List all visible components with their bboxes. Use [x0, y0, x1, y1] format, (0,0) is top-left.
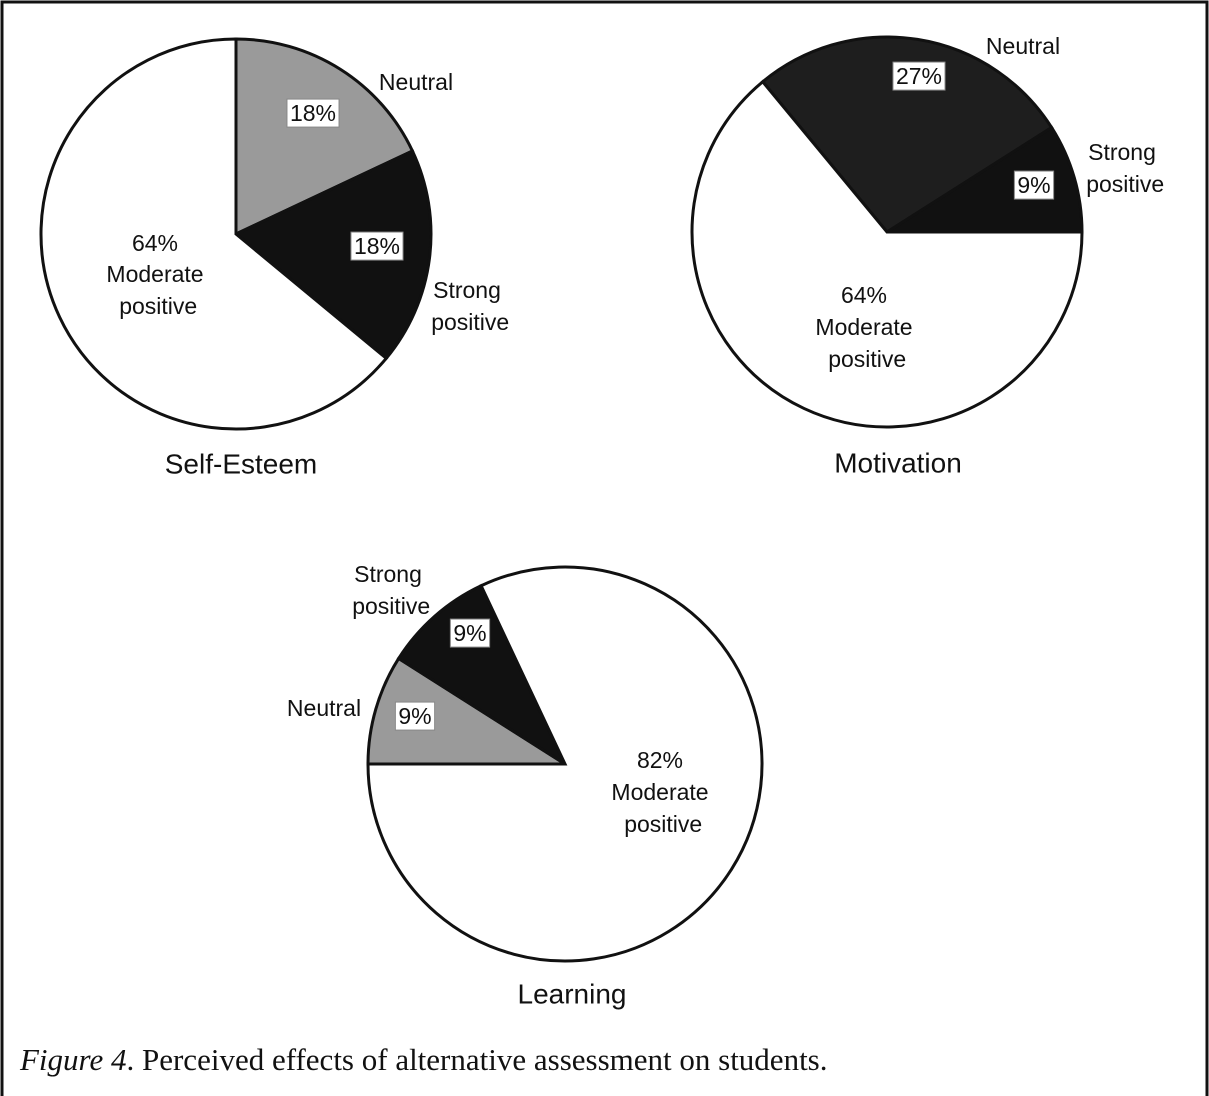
caption-label: Figure 4: [19, 1042, 126, 1077]
category-label: Strong positive: [346, 561, 430, 619]
value-label: 9%: [1017, 172, 1050, 198]
pie-slice: [881, 125, 1084, 234]
category-label: Strong positive: [1080, 139, 1164, 197]
value-label-box: [286, 98, 340, 128]
category-label: Neutral: [379, 69, 453, 95]
value-label: 64%: [841, 282, 887, 308]
category-label: Moderate positive: [815, 314, 912, 372]
pie-title: Motivation: [834, 447, 962, 478]
value-label: 27%: [896, 63, 942, 89]
pie-slice: [39, 37, 389, 431]
caption-text: . Perceived effects of alternative asses…: [126, 1042, 827, 1077]
value-label-box: [449, 618, 491, 648]
pie-slice: [396, 583, 569, 769]
value-label: 64%: [132, 230, 178, 256]
value-label: 9%: [453, 620, 486, 646]
value-label-box: [1013, 170, 1055, 200]
pie-slice: [690, 79, 1084, 429]
category-label: Moderate positive: [106, 261, 203, 319]
pie-slice: [366, 565, 764, 963]
pie-slice: [234, 37, 415, 237]
caption: Figure 4. Perceived effects of alternati…: [19, 1042, 828, 1077]
value-label: 82%: [637, 747, 683, 773]
category-label: Neutral: [986, 33, 1060, 59]
pie-slice: [760, 35, 1054, 234]
pie-slice: [233, 148, 433, 361]
category-label: Moderate positive: [611, 779, 708, 837]
value-label-box: [394, 701, 436, 731]
category-label: Strong positive: [425, 277, 509, 335]
value-label-box: [350, 231, 404, 261]
pie-slice: [366, 656, 571, 766]
value-label: 18%: [354, 233, 400, 259]
value-label: 18%: [290, 100, 336, 126]
category-label: Neutral: [287, 695, 361, 721]
pie-title: Self-Esteem: [165, 448, 318, 479]
value-label: 9%: [398, 703, 431, 729]
pie-title: Learning: [518, 978, 627, 1009]
value-label-box: [892, 61, 946, 91]
